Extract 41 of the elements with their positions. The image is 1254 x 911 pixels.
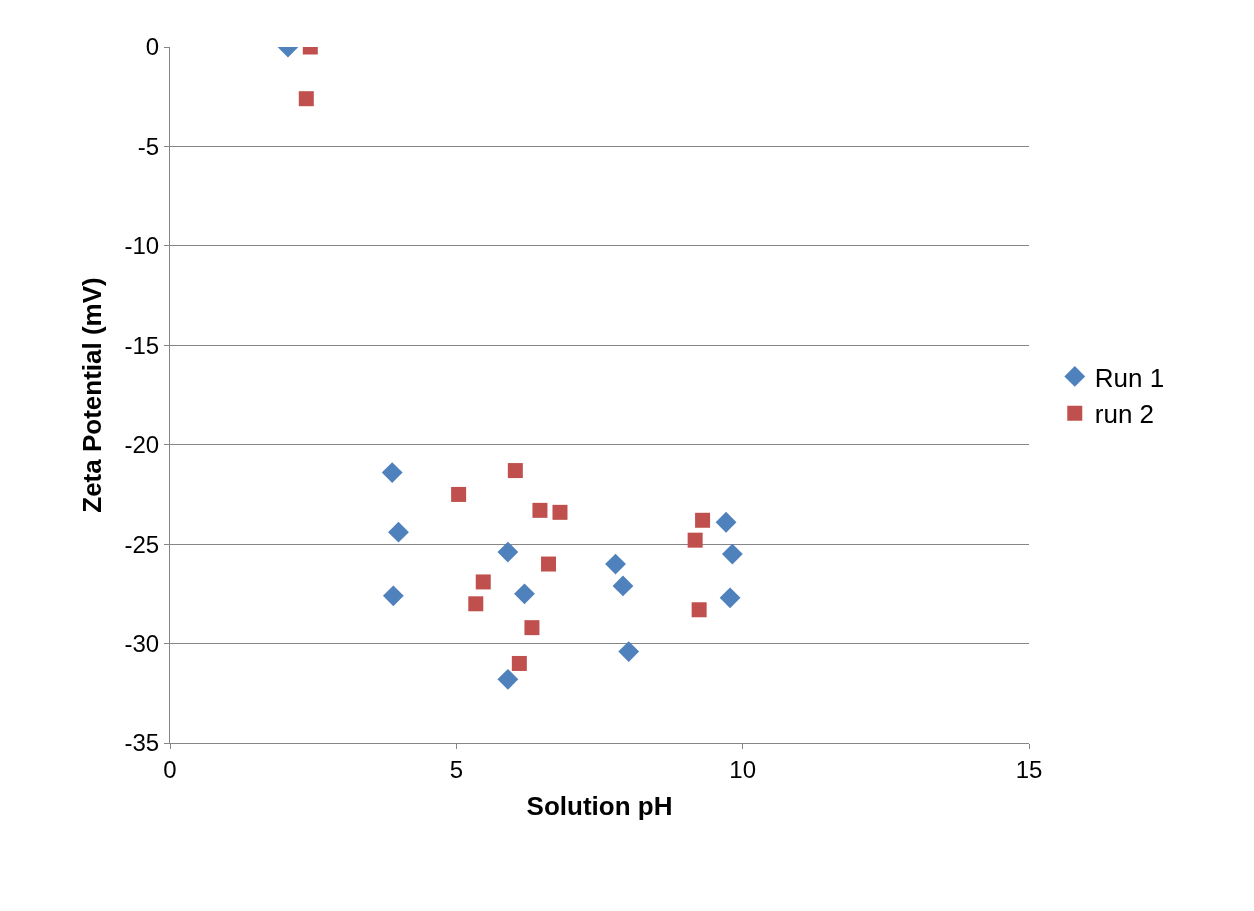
point: [468, 596, 484, 612]
point: [687, 532, 703, 548]
point: [382, 585, 404, 607]
point: [695, 512, 711, 528]
point: [605, 553, 626, 575]
point: [715, 511, 737, 533]
y-tick-label: -30: [124, 629, 160, 657]
point: [511, 655, 527, 671]
y-tick-label: -15: [124, 331, 160, 359]
x-tick-label: 5: [449, 755, 464, 783]
y-tick-label: -35: [124, 729, 160, 757]
y-tick-label: 0: [145, 33, 160, 61]
point: [507, 463, 523, 479]
point: [451, 486, 467, 502]
y-tick-label: -10: [124, 232, 160, 260]
x-tick-label: 0: [163, 755, 177, 783]
y-tick-label: -20: [124, 431, 160, 459]
point: [552, 504, 568, 520]
y-tick-label: -25: [124, 530, 160, 558]
point: [388, 521, 409, 543]
point: [497, 668, 519, 690]
point: [721, 543, 743, 565]
x-tick-label: 15: [1015, 755, 1043, 783]
point: [532, 502, 548, 518]
point: [612, 575, 634, 597]
point: [541, 556, 557, 572]
y-tick-label: -5: [137, 132, 160, 160]
point: [514, 583, 535, 605]
point: [719, 587, 741, 609]
point: [618, 641, 640, 662]
point: [298, 91, 314, 107]
point: [497, 541, 519, 563]
point: [691, 602, 707, 618]
point: [381, 462, 403, 483]
legend-label: Run 1: [1094, 362, 1165, 393]
point: [475, 574, 491, 590]
x-axis-title: Solution pH: [526, 791, 673, 822]
legend-label: run 2: [1094, 399, 1155, 430]
point: [524, 620, 540, 636]
y-axis-title: Zeta Potential (mV): [76, 277, 107, 513]
x-tick-label: 10: [729, 755, 757, 783]
